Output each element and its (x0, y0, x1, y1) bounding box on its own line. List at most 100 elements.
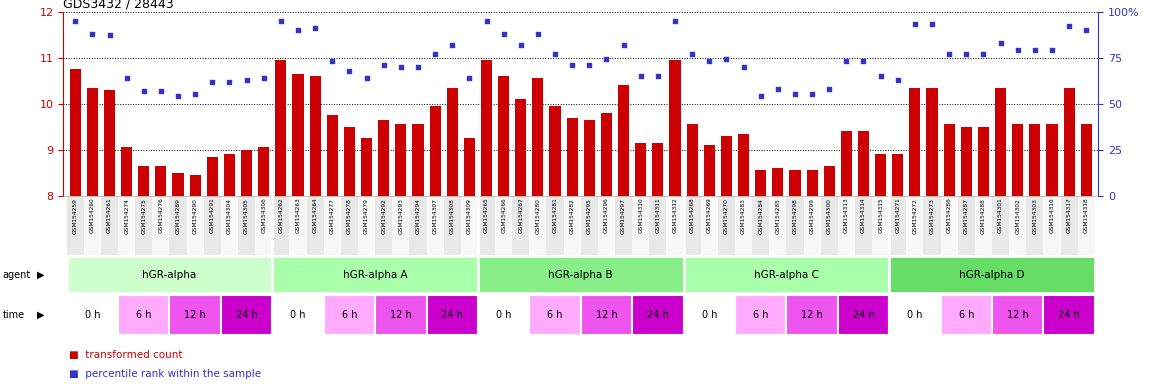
Bar (889, 256, 1095, 293)
Bar (138, 166, 150, 196)
Bar (756, 170, 766, 196)
Text: GSM154296: GSM154296 (604, 198, 610, 233)
Point (906, 22, 925, 28)
Bar (789, 170, 800, 196)
Bar (978, 127, 989, 196)
Text: GSM154285: GSM154285 (775, 198, 781, 233)
Bar (567, 118, 577, 196)
Point (820, 86, 838, 92)
Bar (1081, 124, 1091, 196)
Point (837, 58, 856, 65)
Bar (375, 295, 427, 335)
Bar (854, 196, 872, 255)
Bar (995, 88, 1006, 196)
Text: 12 h: 12 h (1007, 310, 1028, 320)
Text: GSM154311: GSM154311 (656, 198, 660, 233)
Text: GSM154268: GSM154268 (690, 198, 695, 233)
Bar (1064, 88, 1075, 196)
Bar (309, 76, 321, 196)
Point (186, 91, 205, 98)
Text: GSM154288: GSM154288 (981, 198, 986, 233)
Text: GSM154269: GSM154269 (707, 198, 712, 233)
Bar (327, 115, 338, 196)
Bar (650, 196, 667, 255)
Point (922, 22, 941, 28)
Text: GSM154286: GSM154286 (946, 198, 952, 233)
Bar (273, 295, 323, 335)
Bar (615, 196, 632, 255)
Bar (136, 196, 152, 255)
Bar (1046, 124, 1058, 196)
Bar (704, 145, 715, 196)
Bar (275, 60, 286, 196)
Point (477, 18, 496, 24)
Bar (152, 196, 169, 255)
Point (100, 32, 118, 38)
Bar (601, 113, 612, 196)
Text: GSM154280: GSM154280 (536, 198, 540, 233)
Text: GSM154306: GSM154306 (261, 198, 267, 233)
Bar (273, 196, 290, 255)
Point (117, 75, 136, 81)
Text: 0 h: 0 h (496, 310, 512, 320)
Text: 12 h: 12 h (390, 310, 412, 320)
Text: hGR-alpha: hGR-alpha (143, 270, 197, 280)
Bar (944, 124, 954, 196)
Text: GSM154270: GSM154270 (723, 198, 729, 233)
Bar (787, 295, 838, 335)
Text: GSM154305: GSM154305 (244, 198, 250, 233)
Text: 24 h: 24 h (442, 310, 463, 320)
Bar (632, 196, 650, 255)
Text: hGR-alpha C: hGR-alpha C (754, 270, 819, 280)
Point (529, 31, 547, 37)
Point (546, 51, 565, 57)
Bar (413, 124, 423, 196)
Point (735, 64, 753, 70)
Bar (1043, 196, 1060, 255)
Bar (546, 196, 564, 255)
Bar (340, 196, 358, 255)
Bar (1029, 124, 1041, 196)
Point (237, 77, 255, 83)
Text: GSM154273: GSM154273 (929, 198, 935, 233)
Point (306, 25, 324, 31)
Bar (975, 196, 992, 255)
Point (169, 93, 187, 99)
Text: GSM154289: GSM154289 (176, 198, 181, 233)
Text: GSM154287: GSM154287 (964, 198, 968, 233)
Text: GSM154283: GSM154283 (741, 198, 746, 233)
Point (152, 88, 170, 94)
Bar (581, 196, 598, 255)
Point (580, 62, 598, 68)
Bar (358, 196, 375, 255)
Bar (409, 196, 427, 255)
Bar (529, 196, 546, 255)
Point (974, 51, 992, 57)
Bar (67, 196, 84, 255)
Text: hGR-alpha B: hGR-alpha B (549, 270, 613, 280)
Text: GSM154272: GSM154272 (912, 198, 918, 233)
Text: GSM154293: GSM154293 (398, 198, 404, 233)
Point (768, 86, 787, 92)
Bar (67, 295, 118, 335)
Text: 6 h: 6 h (342, 310, 358, 320)
Bar (238, 196, 255, 255)
Point (443, 41, 461, 48)
Point (889, 77, 907, 83)
Point (375, 62, 393, 68)
Text: GSM154290: GSM154290 (193, 198, 198, 233)
Text: 6 h: 6 h (959, 310, 974, 320)
Bar (806, 170, 818, 196)
Bar (430, 106, 440, 196)
Bar (494, 196, 512, 255)
Bar (323, 295, 375, 335)
Point (512, 41, 530, 48)
Text: GSM154302: GSM154302 (1015, 198, 1020, 233)
Bar (581, 295, 632, 335)
Bar (515, 99, 527, 196)
Bar (446, 88, 458, 196)
Point (683, 51, 702, 57)
Bar (652, 143, 664, 196)
Point (872, 73, 890, 79)
Text: GSM154260: GSM154260 (90, 198, 95, 233)
